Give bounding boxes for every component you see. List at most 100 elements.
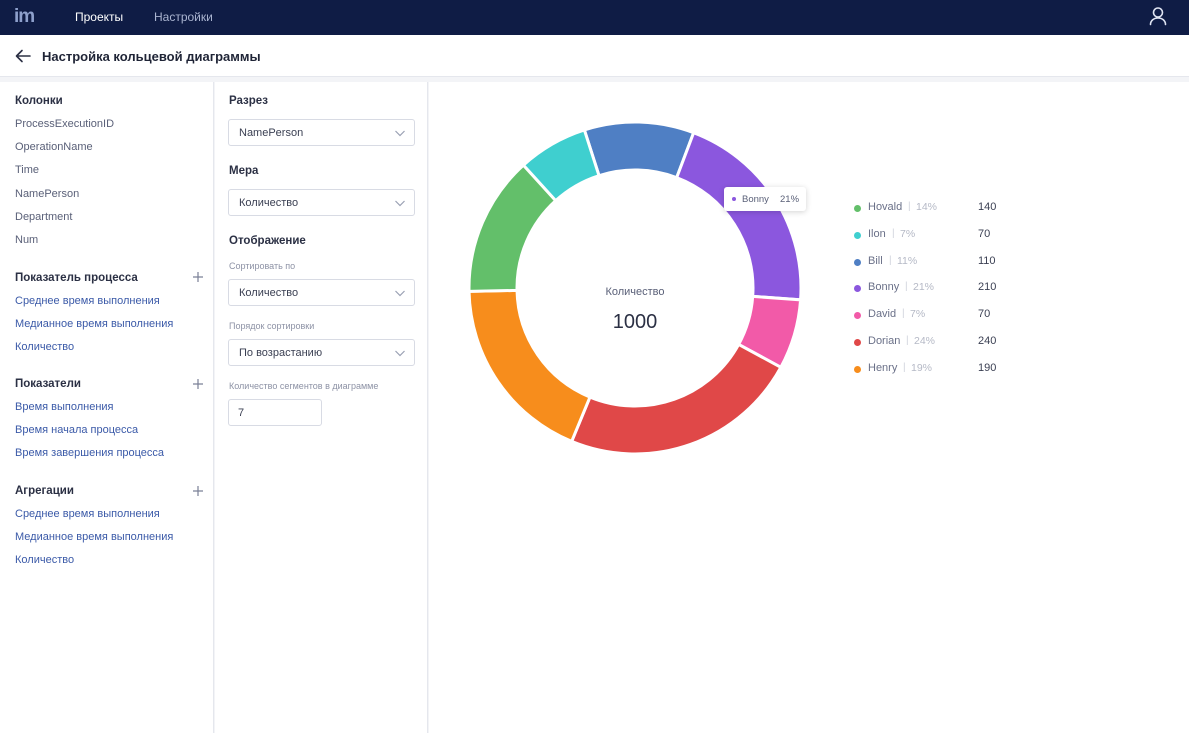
legend-color-dot (854, 231, 861, 239)
legend-percent: 19% (911, 361, 933, 374)
chevron-down-icon (395, 290, 405, 297)
chart-area: Количество 1000 Bonny 21% Hovald | 14% 140 I… (429, 82, 1189, 733)
chevron-down-icon (395, 350, 405, 357)
add-metric-plus-icon[interactable] (192, 378, 204, 390)
legend-name: Hovald (868, 201, 903, 213)
legend-separator: | (903, 361, 906, 373)
sort-by-select[interactable]: Количество (228, 279, 415, 306)
legend-item[interactable]: Henry | 19% 190 (854, 361, 1054, 388)
column-item[interactable]: OperationName (15, 141, 93, 153)
legend-percent: 11% (897, 254, 918, 267)
legend-separator: | (906, 334, 909, 346)
legend-name: Dorian (868, 334, 901, 347)
legend-item[interactable]: David | 7% 70 (854, 307, 1054, 334)
add-aggregation-plus-icon[interactable] (192, 485, 204, 497)
user-icon[interactable] (1147, 5, 1169, 27)
legend-percent: 24% (914, 334, 936, 347)
segments-count-input[interactable] (228, 399, 322, 426)
legend-color-dot (854, 205, 861, 212)
sort-by-label: Сортировать по (229, 261, 296, 271)
app-logo[interactable]: im (14, 6, 35, 27)
tooltip-name: Bonny (742, 194, 769, 205)
page-title: Настройка кольцевой диаграммы (42, 49, 261, 64)
donut-slice-bonny[interactable] (674, 130, 803, 302)
legend-value: 140 (978, 201, 997, 213)
slice-select-value: NamePerson (239, 127, 304, 139)
legend-color-dot (854, 258, 861, 266)
legend-percent: 21% (913, 281, 935, 294)
legend-percent: 7% (900, 227, 916, 240)
process-metric-item[interactable]: Медианное время выполнения (15, 318, 174, 330)
legend-item[interactable]: Hovald | 14% 140 (854, 200, 1054, 227)
process-metric-item[interactable]: Среднее время выполнения (15, 295, 160, 307)
page-header: Настройка кольцевой диаграммы (0, 35, 1189, 77)
legend-value: 240 (978, 334, 997, 347)
legend-name: Bill (868, 254, 883, 267)
sort-by-select-value: Количество (239, 287, 299, 299)
legend-percent: 7% (910, 308, 926, 321)
back-arrow-icon[interactable] (14, 48, 32, 64)
legend-percent: 14% (916, 201, 938, 213)
legend-color-dot (854, 312, 861, 320)
legend-item[interactable]: Bonny | 21% 210 (854, 280, 1054, 307)
metric-item[interactable]: Время начала процесса (15, 424, 139, 436)
chart-settings-panel: Разрез NamePerson Мера Количество Отобра… (215, 82, 428, 733)
add-process-metric-plus-icon[interactable] (192, 271, 204, 283)
legend-separator: | (902, 308, 905, 320)
metric-item[interactable]: Время выполнения (15, 401, 114, 413)
nav-projects[interactable]: Проекты (75, 10, 124, 24)
legend-separator: | (908, 201, 911, 212)
process-metrics-title: Показатель процесса (15, 272, 138, 284)
aggregation-item[interactable]: Количество (15, 554, 75, 566)
chevron-down-icon (395, 200, 405, 207)
measure-select-value: Количество (239, 197, 299, 209)
donut-slice-henry[interactable] (467, 288, 592, 444)
legend-value: 210 (978, 281, 997, 294)
metric-item[interactable]: Время завершения процесса (15, 447, 165, 459)
aggregation-item[interactable]: Медианное время выполнения (15, 531, 174, 543)
legend-value: 70 (978, 227, 991, 240)
legend-name: David (868, 308, 897, 321)
column-item[interactable]: NamePerson (15, 188, 80, 200)
legend-name: Ilon (868, 227, 886, 240)
sort-order-select[interactable]: По возрастанию (228, 339, 415, 366)
chart-tooltip: Bonny 21% (724, 187, 806, 211)
legend-separator: | (889, 254, 892, 266)
fields-panel: Колонки ProcessExecutionID OperationName… (0, 82, 214, 733)
display-label: Отображение (229, 235, 306, 247)
legend-item[interactable]: Dorian | 24% 240 (854, 334, 1054, 361)
legend-item[interactable]: Ilon | 7% 70 (854, 227, 1054, 254)
donut-slice-dorian[interactable] (569, 342, 783, 456)
donut-slice-ilon[interactable] (521, 128, 601, 203)
tooltip-dot (732, 197, 736, 201)
column-item[interactable]: Time (15, 164, 40, 176)
legend-item[interactable]: Bill | 11% 110 (854, 254, 1054, 281)
slice-label: Разрез (229, 95, 268, 107)
aggregations-title: Агрегации (15, 485, 74, 497)
legend-separator: | (905, 281, 908, 293)
chevron-down-icon (395, 130, 405, 137)
columns-title: Колонки (15, 95, 63, 107)
legend-name: Henry (868, 361, 898, 374)
column-item[interactable]: Department (15, 211, 73, 223)
chart-legend: Hovald | 14% 140 Ilon | 7% 70 Bill | 11% 110 Bonny | 2… (854, 200, 1054, 388)
measure-select[interactable]: Количество (228, 189, 415, 216)
sort-order-select-value: По возрастанию (239, 347, 323, 359)
legend-value: 190 (978, 361, 997, 374)
legend-color-dot (854, 365, 861, 373)
donut-center-value: 1000 (613, 311, 658, 333)
segments-count-label: Количество сегментов в диаграмме (229, 381, 379, 391)
donut-center-label: Количество (605, 286, 664, 298)
aggregation-item[interactable]: Среднее время выполнения (15, 508, 160, 520)
column-item[interactable]: ProcessExecutionID (15, 118, 115, 130)
column-item[interactable]: Num (15, 234, 39, 246)
process-metric-item[interactable]: Количество (15, 341, 75, 353)
slice-select[interactable]: NamePerson (228, 119, 415, 146)
nav-settings[interactable]: Настройки (154, 10, 213, 24)
legend-color-dot (854, 338, 861, 346)
legend-color-dot (854, 285, 861, 293)
metrics-title: Показатели (15, 378, 81, 390)
legend-separator: | (892, 227, 895, 239)
tooltip-percent: 21% (780, 194, 800, 205)
donut-slice-bill[interactable] (582, 120, 696, 180)
